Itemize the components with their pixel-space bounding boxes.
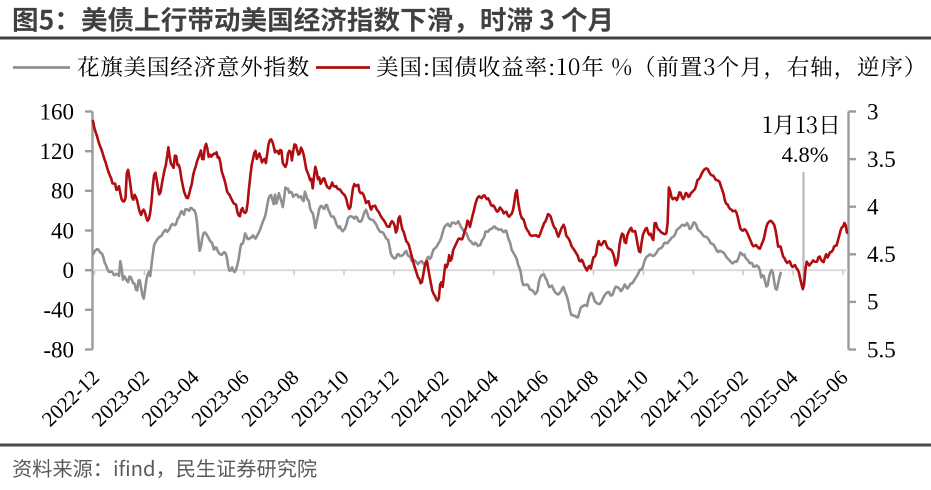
svg-text:0: 0 [63,258,75,283]
svg-text:5: 5 [867,290,879,315]
svg-text:3.5: 3.5 [867,147,896,172]
svg-text:-80: -80 [43,337,74,362]
svg-text:160: 160 [40,99,75,124]
svg-text:4: 4 [867,195,879,220]
svg-text:4.5: 4.5 [867,242,896,267]
svg-text:3: 3 [867,99,879,124]
svg-text:4.8%: 4.8% [782,142,829,167]
svg-text:-40: -40 [43,298,74,323]
svg-text:40: 40 [51,218,74,243]
svg-text:120: 120 [40,139,75,164]
svg-text:80: 80 [51,179,74,204]
svg-text:5.5: 5.5 [867,337,896,362]
